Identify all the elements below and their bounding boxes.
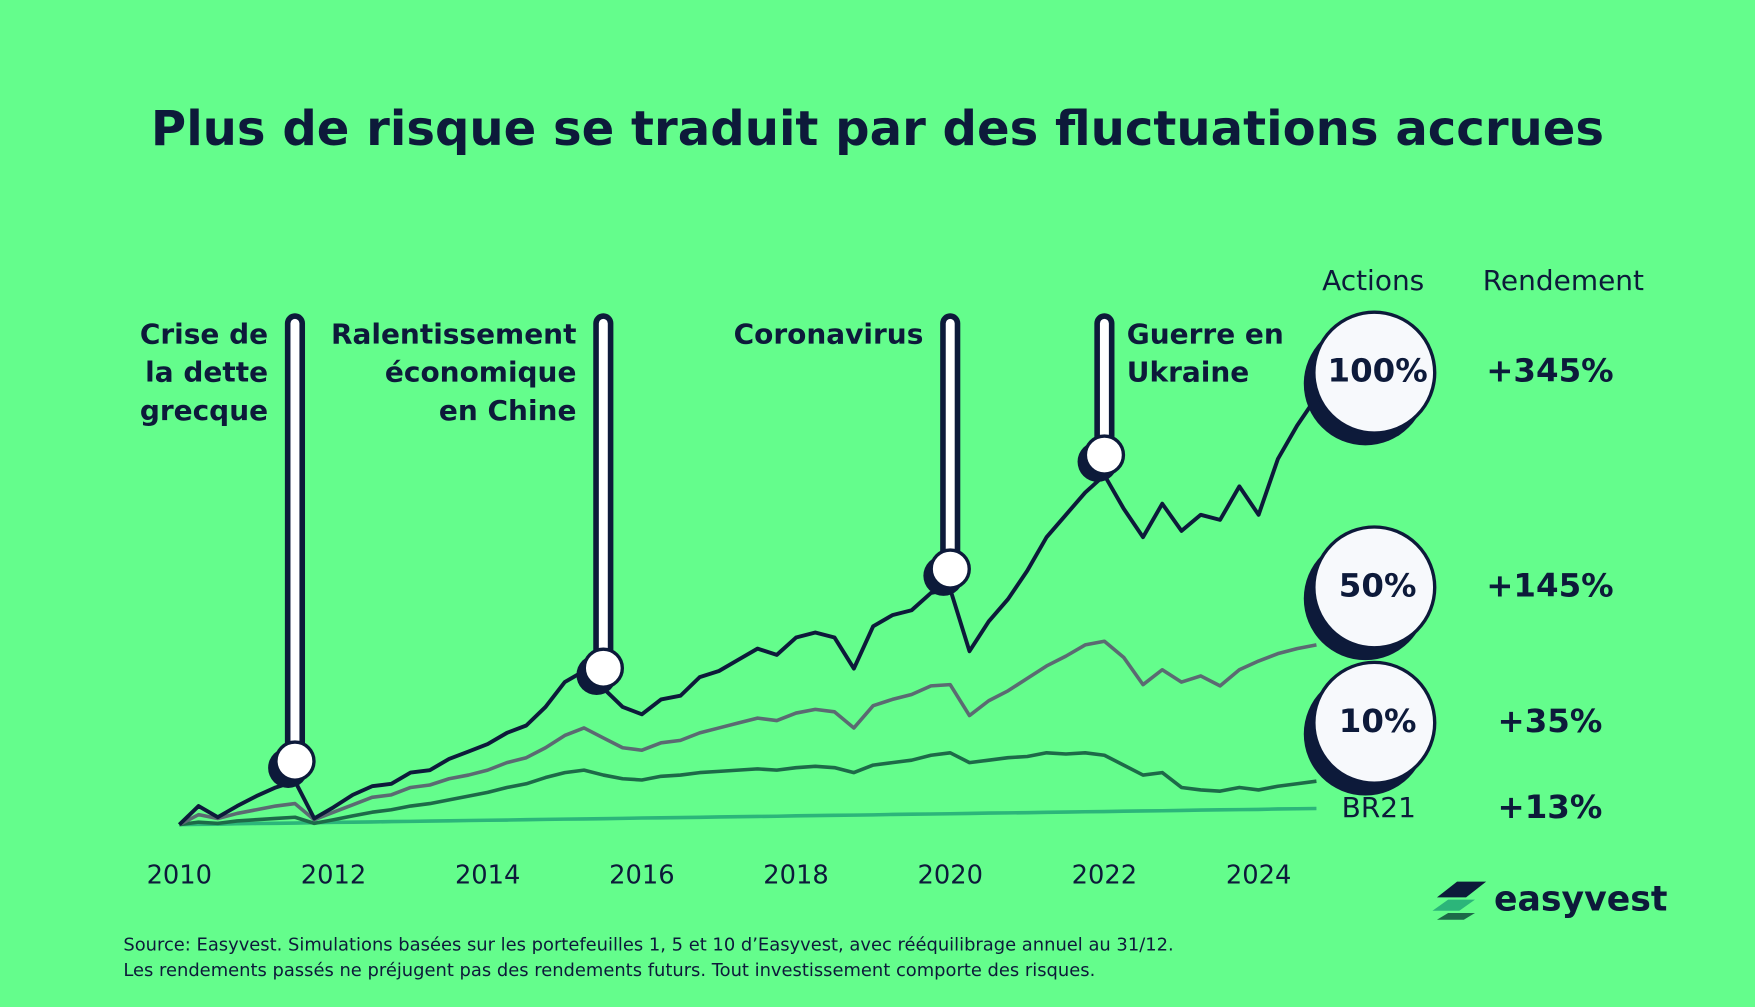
logo-icon — [1432, 899, 1475, 911]
annotation-text: Coronavirus — [734, 318, 924, 351]
annotation: Crise de la dette grecque — [140, 313, 316, 788]
x-tick-label: 2014 — [455, 861, 520, 891]
series-badge — [1312, 310, 1437, 435]
x-tick-label: 2016 — [609, 861, 674, 891]
column-header: Rendement — [1483, 264, 1644, 297]
x-tick-label: 2010 — [147, 861, 212, 891]
source-note: Source: Easyvest. Simulations basées sur… — [123, 934, 1173, 955]
annotation-dot — [929, 548, 971, 590]
series-name: 100% — [1328, 352, 1428, 390]
annotation-text: grecque — [140, 394, 268, 427]
series-line — [177, 395, 1319, 827]
logo-text: easyvest — [1494, 880, 1667, 920]
column-header: Actions — [1322, 264, 1424, 297]
series-line — [179, 750, 1317, 827]
annotation-text: Ukraine — [1127, 356, 1249, 389]
annotation-dot — [274, 740, 316, 782]
annotation-pin — [945, 318, 955, 570]
series-badge — [1312, 660, 1437, 785]
annotation-text: Guerre en — [1127, 318, 1284, 351]
logo: easyvest — [1432, 880, 1667, 920]
annotation: Coronavirus — [734, 313, 971, 596]
series-name: 10% — [1339, 702, 1417, 740]
x-tick-label: 2024 — [1226, 861, 1291, 891]
x-tick-label: 2018 — [763, 861, 828, 891]
end-value-label: +13% — [1498, 788, 1603, 826]
annotation: Guerre en Ukraine — [1077, 313, 1284, 482]
annotation-dot — [582, 647, 625, 689]
chart-title: Plus de risque se traduit par des fluctu… — [151, 101, 1604, 157]
end-value-label: +35% — [1498, 702, 1603, 740]
source-note: Les rendements passés ne préjugent pas d… — [123, 960, 1095, 981]
series-line — [179, 806, 1317, 827]
annotation-pin — [598, 318, 608, 669]
x-tick-label: 2020 — [918, 861, 983, 891]
end-value-label: +145% — [1486, 566, 1613, 604]
annotation-text: la dette — [145, 356, 268, 389]
series-line — [178, 639, 1317, 827]
logo-icon — [1436, 913, 1475, 920]
annotation-text: Crise de — [140, 318, 268, 351]
annotation-text: économique — [385, 356, 577, 389]
annotation: Ralentissement économique en Chine — [331, 313, 625, 696]
series-name: 50% — [1339, 566, 1417, 604]
annotation-text: Ralentissement — [331, 318, 577, 351]
annotation-text: en Chine — [439, 394, 577, 427]
series-name: BR21 — [1342, 791, 1416, 824]
annotation-pin — [290, 318, 300, 762]
x-tick-label: 2022 — [1072, 861, 1137, 891]
end-value-label: +345% — [1486, 352, 1613, 390]
logo-icon — [1436, 881, 1487, 898]
annotation-dot — [1083, 434, 1126, 476]
series-badge — [1312, 525, 1437, 650]
x-tick-label: 2012 — [301, 861, 366, 891]
annotation-pin — [1099, 318, 1109, 456]
